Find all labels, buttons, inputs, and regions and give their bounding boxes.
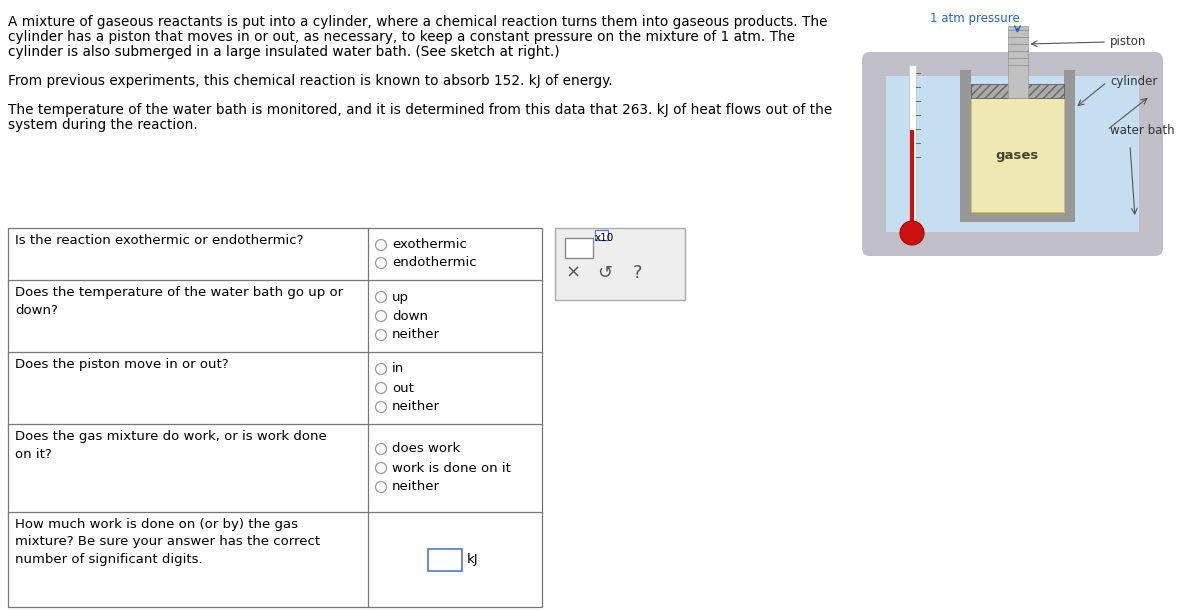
Text: cylinder is also submerged in a large insulated water bath. (See sketch at right: cylinder is also submerged in a large in… [8,45,559,59]
Text: neither: neither [392,401,440,414]
Text: Does the temperature of the water bath go up or
down?: Does the temperature of the water bath g… [14,286,343,317]
Text: gases: gases [996,148,1039,162]
Bar [1064,70,1075,222]
Text: water bath: water bath [1110,123,1175,137]
Text: x10: x10 [595,233,614,243]
Bar [971,84,1064,98]
Text: exothermic: exothermic [392,239,467,251]
Bar [971,84,1064,98]
Text: Is the reaction exothermic or endothermic?: Is the reaction exothermic or endothermi… [14,234,304,247]
Circle shape [900,221,924,245]
Text: cylinder has a piston that moves in or out, as necessary, to keep a constant pre: cylinder has a piston that moves in or o… [8,30,796,44]
Bar [971,98,1064,212]
Text: The temperature of the water bath is monitored, and it is determined from this d: The temperature of the water bath is mon… [8,103,833,117]
Text: in: in [392,362,404,376]
Text: kJ: kJ [467,553,479,566]
Text: neither: neither [392,481,440,493]
Bar [565,238,593,258]
Text: How much work is done on (or by) the gas
mixture? Be sure your answer has the co: How much work is done on (or by) the gas… [14,518,320,566]
Text: A mixture of gaseous reactants is put into a cylinder, where a chemical reaction: A mixture of gaseous reactants is put in… [8,15,828,29]
Bar [1008,26,1027,98]
Text: piston: piston [1110,35,1146,49]
Text: system during the reaction.: system during the reaction. [8,118,198,132]
Text: does work: does work [392,442,461,456]
Text: 1 atm pressure: 1 atm pressure [930,12,1020,25]
Text: out: out [392,381,414,395]
Text: down: down [392,309,428,323]
Text: neither: neither [392,329,440,342]
Bar [886,76,1139,232]
Bar [960,70,971,222]
Text: ?: ? [632,264,642,282]
Text: ×: × [565,264,581,282]
Bar [595,230,608,240]
Text: Does the gas mixture do work, or is work done
on it?: Does the gas mixture do work, or is work… [14,430,326,461]
Bar [908,65,916,224]
Text: ↺: ↺ [598,264,612,282]
Text: work is done on it: work is done on it [392,462,511,475]
Bar [554,228,685,300]
Text: endothermic: endothermic [392,256,476,270]
Bar [960,212,1075,222]
Text: cylinder: cylinder [1110,76,1157,88]
Bar [8,228,542,607]
Bar [428,548,462,570]
Bar [910,130,914,222]
Text: up: up [392,290,409,304]
Text: Does the piston move in or out?: Does the piston move in or out? [14,358,229,371]
FancyBboxPatch shape [862,52,1163,256]
Text: From previous experiments, this chemical reaction is known to absorb 152. kJ of : From previous experiments, this chemical… [8,74,613,88]
